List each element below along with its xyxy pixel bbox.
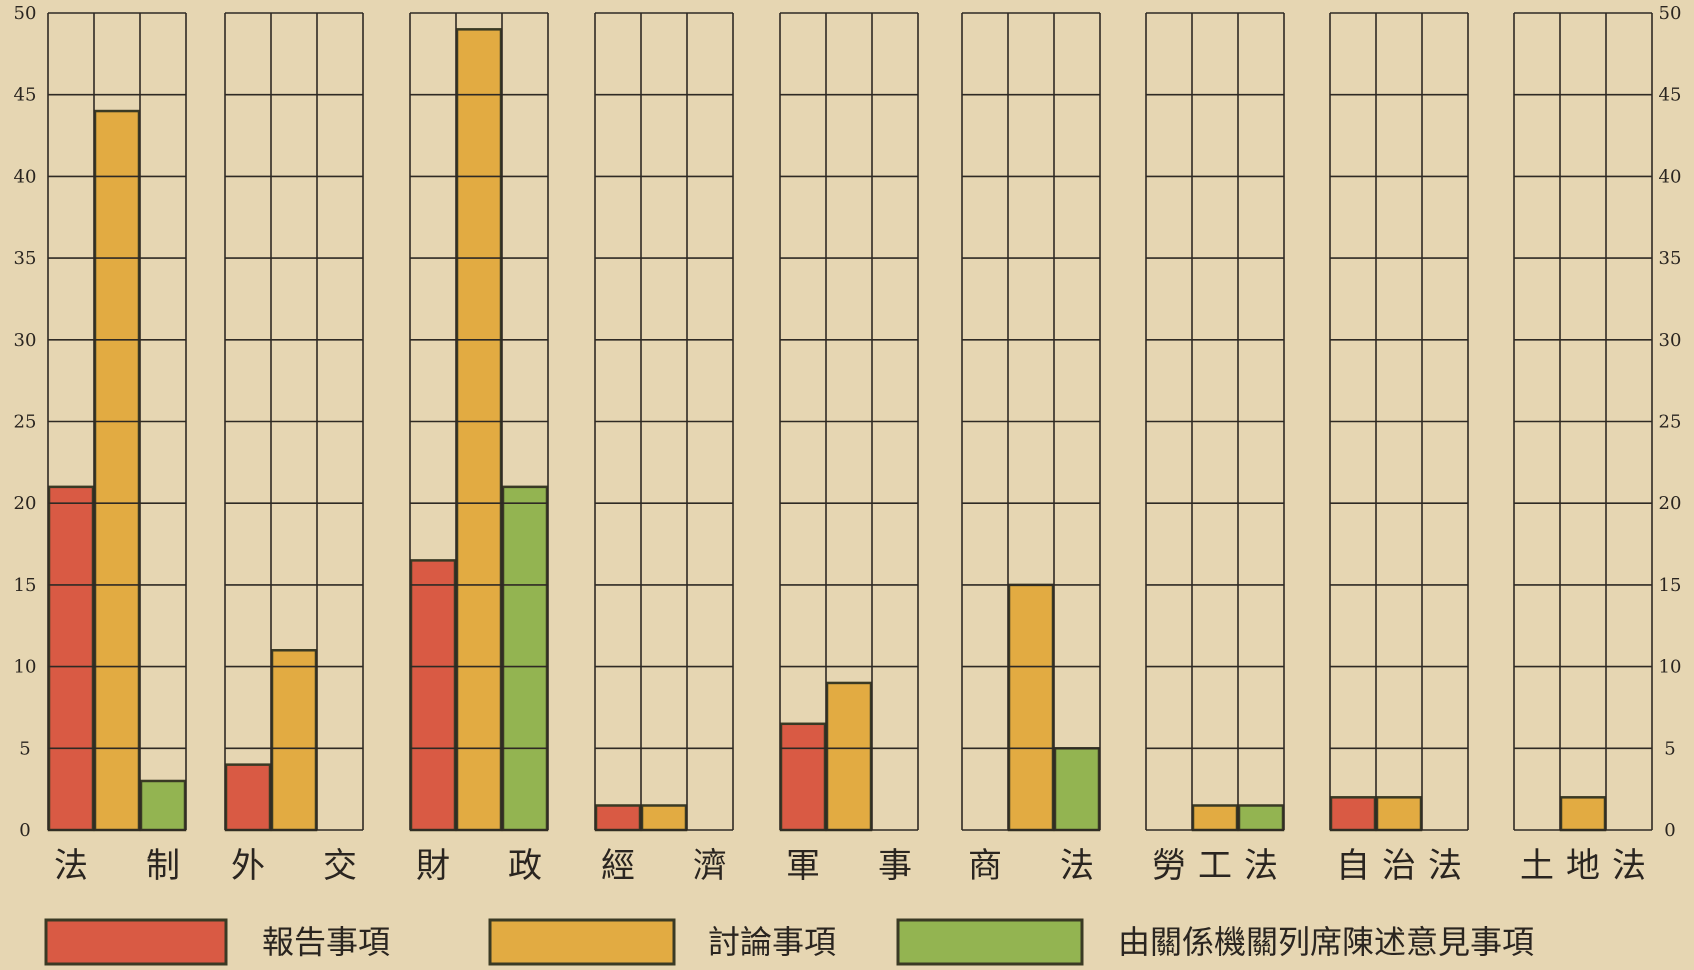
bar	[1007, 583, 1055, 832]
bar	[501, 485, 549, 832]
bar	[1053, 747, 1101, 832]
bar	[779, 722, 827, 832]
y-tick-label: 0	[19, 820, 30, 841]
bar	[1191, 804, 1239, 832]
bar	[1329, 796, 1377, 832]
legend-item: 討論事項	[488, 918, 836, 966]
category-label: 勞	[1152, 846, 1186, 886]
legend-swatch	[488, 918, 676, 966]
y-tick-label: 30	[14, 330, 37, 351]
bar	[594, 804, 642, 832]
panel	[409, 12, 549, 832]
y-tick-label: 25	[1659, 412, 1682, 433]
panel	[224, 12, 364, 832]
y-tick-label: 5	[19, 738, 30, 759]
category-label: 土	[1520, 846, 1554, 886]
y-tick-label: 45	[14, 85, 37, 106]
legend-swatch	[896, 918, 1084, 966]
bar	[139, 779, 187, 832]
panel	[594, 12, 734, 832]
bar	[825, 681, 873, 832]
category-labels: 法制外交財政經濟軍事商法勞工法自治法土地法	[54, 846, 1646, 886]
y-tick-label: 45	[1659, 85, 1682, 106]
bar	[224, 763, 272, 832]
y-tick-label: 20	[1659, 493, 1682, 514]
y-tick-label: 30	[1659, 330, 1682, 351]
panel	[1145, 12, 1285, 832]
panel	[47, 12, 187, 832]
y-tick-label: 0	[1664, 820, 1675, 841]
category-label: 事	[878, 846, 912, 886]
bar	[270, 649, 318, 832]
y-tick-label: 50	[1659, 3, 1682, 24]
y-tick-label: 15	[1659, 575, 1682, 596]
legend-label: 報告事項	[262, 923, 390, 961]
y-tick-label: 5	[1664, 738, 1675, 759]
bar	[1375, 796, 1423, 832]
category-label: 外	[231, 846, 265, 886]
bar	[1559, 796, 1607, 832]
y-axis-right: 0 5 10 15 20 25 30 35 40 45 50	[1659, 3, 1682, 841]
category-label: 交	[323, 846, 357, 886]
panel	[779, 12, 919, 832]
y-tick-label: 10	[14, 657, 37, 678]
y-tick-label: 40	[1659, 166, 1682, 187]
category-label: 法	[54, 846, 88, 886]
legend-item: 由關係機關列席陳述意見事項	[896, 918, 1534, 966]
category-label: 濟	[693, 846, 727, 886]
bar	[455, 28, 503, 832]
category-label: 經	[601, 846, 635, 886]
panel	[1513, 12, 1653, 832]
panel	[1329, 12, 1469, 832]
category-label: 商	[968, 846, 1002, 886]
category-label: 制	[146, 846, 180, 886]
y-tick-label: 10	[1659, 657, 1682, 678]
category-label: 治	[1382, 846, 1416, 886]
legend-label: 由關係機關列席陳述意見事項	[1118, 923, 1534, 961]
legend-swatch	[44, 918, 228, 966]
chart-panels	[47, 12, 1653, 832]
category-label: 自	[1336, 846, 1370, 886]
y-tick-label: 35	[1659, 248, 1682, 269]
y-tick-label: 50	[14, 3, 37, 24]
category-label: 法	[1060, 846, 1094, 886]
category-label: 軍	[786, 846, 820, 886]
y-tick-label: 40	[14, 166, 37, 187]
panel	[961, 12, 1101, 832]
category-label: 財	[416, 846, 450, 886]
bar	[1237, 804, 1285, 832]
y-tick-label: 15	[14, 575, 37, 596]
legend-label: 討論事項	[708, 923, 836, 961]
category-label: 法	[1428, 846, 1462, 886]
category-label: 地	[1566, 846, 1600, 886]
legend-item: 報告事項	[44, 918, 390, 966]
category-label: 法	[1244, 846, 1278, 886]
bar	[93, 109, 141, 832]
y-axis-left: 0 5 10 15 20 25 30 35 40 45 50	[14, 3, 37, 841]
y-tick-label: 20	[14, 493, 37, 514]
legend: 報告事項 討論事項 由關係機關列席陳述意見事項	[44, 918, 1534, 966]
y-tick-label: 35	[14, 248, 37, 269]
bar	[47, 485, 95, 832]
category-label: 法	[1612, 846, 1646, 886]
y-tick-label: 25	[14, 412, 37, 433]
bar	[640, 804, 688, 832]
category-label: 工	[1198, 846, 1232, 886]
category-label: 政	[508, 846, 542, 886]
bar	[409, 559, 457, 832]
